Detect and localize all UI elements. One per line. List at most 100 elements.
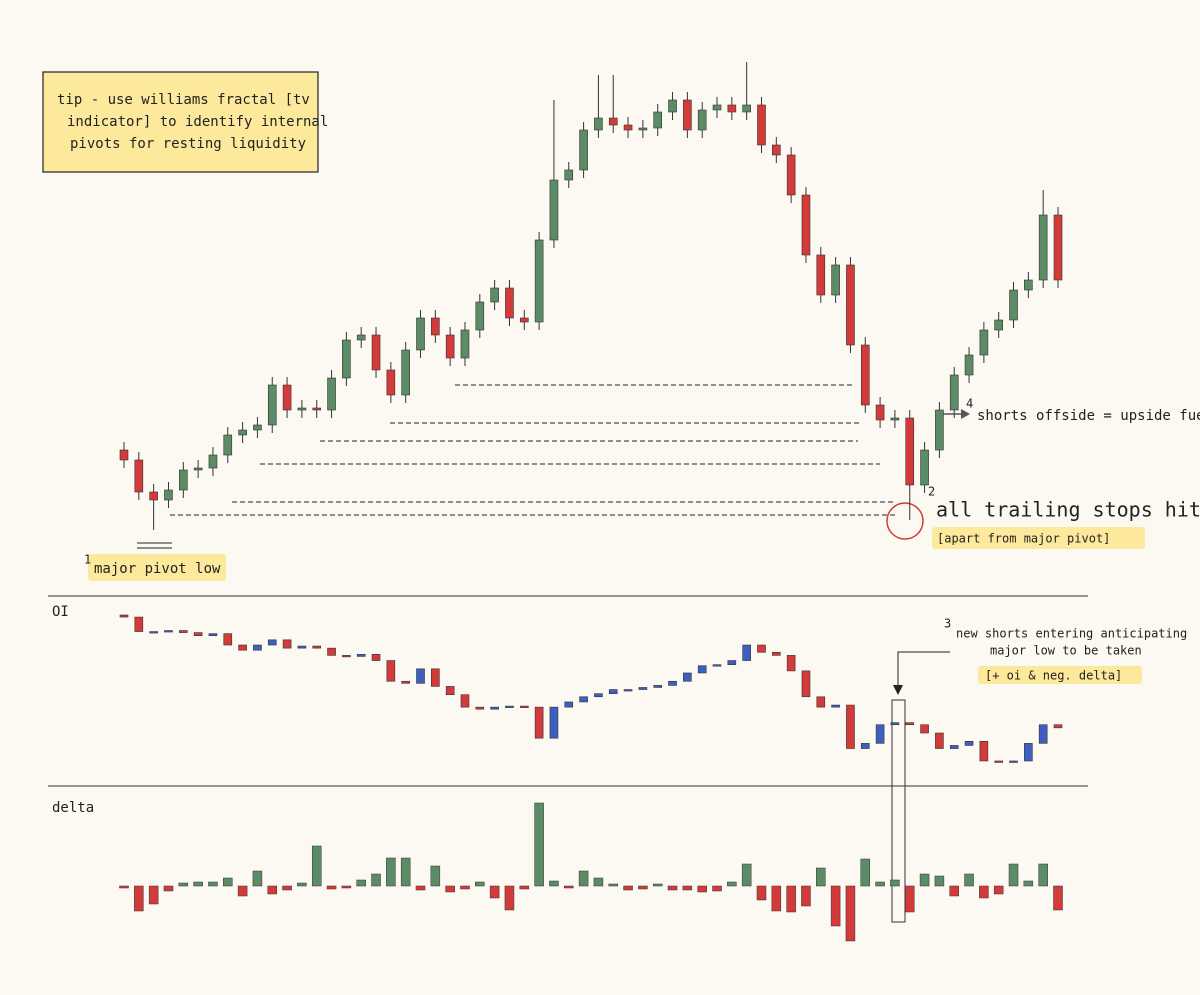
candle-body	[312, 645, 322, 649]
annotation-number: 4	[966, 397, 973, 411]
candle-body	[431, 317, 440, 336]
delta-bar	[1053, 885, 1063, 911]
candle-body	[623, 124, 633, 131]
candle-body	[431, 668, 440, 687]
candle-body	[757, 104, 766, 146]
delta-bar	[163, 885, 174, 892]
candle-body	[564, 701, 574, 708]
annotation-number: 2	[928, 485, 935, 499]
delta-bar	[623, 885, 633, 891]
tip-text: indicator] to identify internal	[67, 114, 328, 130]
delta-bar	[460, 885, 470, 890]
candle-body	[831, 264, 840, 296]
candle-body	[608, 117, 618, 126]
delta-bar	[964, 873, 974, 887]
candle-body	[668, 99, 677, 113]
delta-bar	[979, 885, 989, 899]
candle-body	[935, 732, 944, 749]
annotation: major pivot low	[94, 561, 221, 577]
delta-bar	[741, 863, 752, 887]
candle-body	[949, 374, 959, 411]
candle-body	[208, 633, 218, 637]
candle-body	[1038, 214, 1048, 281]
candle-body	[416, 668, 425, 684]
delta-bar	[534, 802, 544, 887]
candle-body	[371, 654, 381, 661]
delta-bar	[845, 885, 856, 942]
tip-text: pivots for resting liquidity	[70, 136, 306, 152]
candle-body	[342, 339, 351, 379]
arrow-head	[961, 409, 970, 419]
delta-bar	[1023, 880, 1034, 887]
candle-body	[979, 329, 989, 356]
candle-body	[505, 287, 514, 319]
delta-bar	[134, 885, 144, 912]
candle-body	[1009, 760, 1018, 763]
candle-body	[119, 449, 129, 461]
delta-bar	[564, 885, 574, 889]
highlight	[978, 666, 1142, 684]
candle-body	[401, 349, 410, 396]
candle-body	[149, 491, 158, 501]
candle-body	[638, 687, 648, 690]
delta-bar	[400, 857, 411, 887]
candle-body	[282, 384, 292, 411]
candle-body	[757, 644, 766, 653]
delta-bar	[386, 857, 396, 887]
delta-bar	[475, 881, 485, 887]
candle-body	[920, 724, 929, 734]
candle-body	[683, 672, 692, 682]
candle-body	[371, 334, 381, 371]
candle-body	[623, 689, 633, 692]
candle-body	[653, 685, 663, 688]
candle-body	[534, 706, 544, 739]
candle-body	[742, 104, 751, 113]
candle-body	[490, 287, 499, 303]
candle-body	[831, 704, 840, 708]
delta-bar	[727, 881, 737, 887]
candle-body	[134, 616, 144, 632]
delta-bar	[578, 870, 589, 887]
candle-body	[668, 680, 677, 686]
candle-body	[860, 743, 870, 749]
candle-body	[164, 630, 173, 633]
candle-body	[772, 144, 781, 156]
delta-bar	[919, 873, 930, 887]
candle-body	[890, 722, 900, 726]
arrow	[897, 651, 950, 688]
delta-bar	[252, 870, 263, 887]
delta-bar	[341, 885, 352, 889]
candle-body	[638, 127, 648, 131]
annotation: [apart from major pivot]	[937, 532, 1110, 546]
candle-body	[445, 686, 455, 696]
delta-bar	[371, 873, 381, 887]
candle-body	[697, 665, 707, 674]
candle-body	[312, 407, 322, 411]
candle-body	[1053, 724, 1063, 729]
candle-body	[875, 404, 885, 421]
stop-circle	[886, 502, 924, 540]
candle-body	[608, 689, 618, 694]
delta-bar	[860, 858, 871, 887]
highlight	[88, 554, 226, 581]
candle-body	[801, 194, 811, 256]
candle-body	[267, 639, 277, 646]
delta-bar	[445, 885, 455, 893]
delta-bar	[890, 879, 900, 887]
delta-bar	[208, 881, 218, 887]
delta-bar	[193, 881, 203, 887]
candle-body	[964, 740, 974, 746]
candle-body	[445, 334, 455, 359]
focus-box	[891, 699, 906, 923]
delta-bar	[638, 885, 648, 890]
candle-body	[238, 644, 247, 651]
candle-body	[964, 354, 974, 376]
delta-bar	[430, 865, 441, 887]
tip-box	[42, 71, 319, 173]
delta-bar	[771, 885, 782, 912]
candle-body	[579, 129, 588, 171]
annotation: shorts offside = upside fuel	[977, 408, 1200, 424]
candle-body	[356, 654, 366, 657]
delta-bar	[1038, 863, 1048, 887]
candle-body	[905, 722, 915, 726]
